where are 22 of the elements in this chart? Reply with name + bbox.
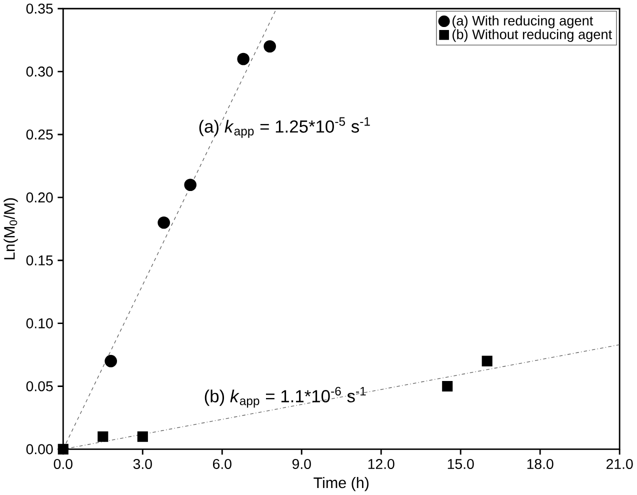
x-tick-label: 0.0 bbox=[54, 459, 72, 470]
x-axis-title: Time (h) bbox=[314, 477, 369, 492]
y-tick-label: 0.00 bbox=[26, 444, 53, 454]
annotation: (b) k$_{app}$ = 1.1*10$^{-6}$ s$^{-1}$ bbox=[204, 386, 366, 408]
x-tick-label: 9.0 bbox=[292, 459, 311, 470]
y-axis-title: Ln(M$_{0}$/M) bbox=[4, 198, 18, 260]
annotation: (a) k$_{app}$ = 1.25*10$^{-5}$ s$^{-1}$ bbox=[199, 117, 370, 138]
x-tick-label: 6.0 bbox=[213, 459, 232, 470]
x-tick-label: 3.0 bbox=[133, 459, 152, 470]
y-tick-label: 0.05 bbox=[26, 381, 53, 392]
legend-label: (a) With reducing agent bbox=[452, 16, 594, 28]
x-tick-label: 21.0 bbox=[606, 459, 633, 470]
x-tick-label: 12.0 bbox=[368, 459, 394, 470]
y-tick-label: 0.35 bbox=[26, 4, 53, 14]
legend-label: (b) Without reducing agent bbox=[452, 29, 612, 42]
x-tick-label: 15.0 bbox=[448, 459, 474, 470]
y-tick-label: 0.20 bbox=[26, 192, 53, 203]
y-tick-label: 0.25 bbox=[26, 130, 53, 140]
y-tick-label: 0.10 bbox=[26, 318, 53, 328]
y-tick-label: 0.15 bbox=[26, 255, 53, 266]
y-tick-label: 0.30 bbox=[26, 66, 53, 77]
x-tick-label: 18.0 bbox=[527, 459, 554, 470]
